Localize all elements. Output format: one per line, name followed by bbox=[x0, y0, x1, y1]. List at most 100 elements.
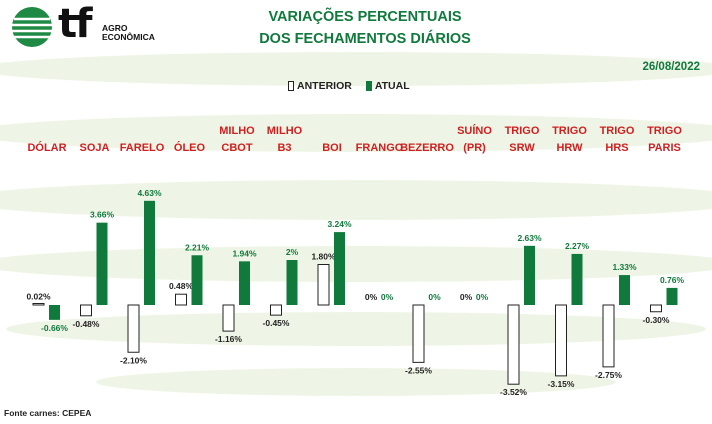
data-label-current: 0% bbox=[381, 292, 394, 302]
category-label-line: B3 bbox=[277, 142, 291, 154]
category-label-line: FARELO bbox=[120, 142, 165, 154]
data-label-previous: 0% bbox=[460, 292, 473, 302]
bar-current bbox=[144, 200, 155, 305]
bar-current bbox=[619, 275, 630, 305]
data-label-previous: -2.55% bbox=[405, 365, 432, 375]
data-label-current: 2% bbox=[286, 247, 299, 257]
data-label-current: -0.66% bbox=[41, 323, 68, 333]
legend: ANTERIOR ATUAL bbox=[288, 80, 410, 92]
logo: tf AGRO ECONÔMICA bbox=[10, 1, 160, 53]
data-label-previous: 0.48% bbox=[169, 281, 194, 291]
bar-current bbox=[191, 255, 203, 305]
bar-previous bbox=[507, 304, 520, 385]
stripe-2 bbox=[0, 180, 712, 220]
data-label-previous: -2.75% bbox=[595, 370, 622, 380]
category-label: DÓLAR bbox=[27, 141, 66, 154]
logo-line2: ECONÔMICA bbox=[102, 32, 155, 42]
category-label-line: FRANGO bbox=[356, 142, 404, 154]
data-label-current: 0% bbox=[428, 292, 441, 302]
category-label-line: TRIGO bbox=[552, 125, 587, 137]
category-label: FARELO bbox=[120, 142, 165, 154]
category-label-line: CBOT bbox=[221, 142, 252, 154]
bar-current bbox=[286, 260, 298, 305]
bar-current bbox=[96, 222, 108, 305]
category-label-line: TRIGO bbox=[505, 125, 540, 137]
chart-title-line1: VARIAÇÕES PERCENTUAIS bbox=[268, 9, 462, 25]
source-note: Fonte carnes: CEPEA bbox=[4, 408, 92, 418]
category-label-line: SUÍNO bbox=[457, 124, 492, 137]
data-label-previous: -3.15% bbox=[548, 379, 575, 389]
category-label-line: ÓLEO bbox=[174, 141, 206, 154]
data-label-current: 3.24% bbox=[327, 219, 352, 229]
data-label-previous: 0% bbox=[365, 292, 378, 302]
data-label-current: 2.63% bbox=[517, 233, 542, 243]
bar-previous bbox=[317, 264, 330, 306]
stripe-4 bbox=[6, 312, 706, 346]
category-label: MILHO CBOT bbox=[219, 125, 255, 154]
data-label-current: 1.33% bbox=[612, 262, 637, 272]
category-label: TRIGO HRW bbox=[552, 125, 587, 154]
data-label-current: 3.66% bbox=[90, 210, 115, 220]
legend-swatch-previous bbox=[288, 81, 294, 91]
data-label-previous: -3.52% bbox=[500, 387, 527, 397]
bar-current bbox=[239, 261, 250, 305]
bar-previous bbox=[270, 304, 282, 316]
category-label: BEZERRO bbox=[400, 142, 454, 154]
bar-previous bbox=[127, 304, 140, 353]
category-label-line: BOI bbox=[322, 142, 342, 154]
bar-current bbox=[334, 232, 345, 305]
category-label: TRIGO PARIS bbox=[647, 125, 682, 154]
data-label-current: 0.76% bbox=[660, 275, 685, 285]
logo-mark: tf bbox=[58, 1, 93, 47]
data-label-previous: -1.16% bbox=[215, 334, 242, 344]
bar-current bbox=[49, 305, 60, 320]
category-label: TRIGO HRS bbox=[600, 125, 635, 154]
stripe-5 bbox=[96, 368, 616, 396]
data-label-current: 0% bbox=[476, 292, 489, 302]
category-label-line: DÓLAR bbox=[27, 141, 66, 154]
data-label-current: 2.27% bbox=[565, 241, 590, 251]
bar-previous bbox=[175, 293, 187, 306]
data-label-previous: -0.48% bbox=[73, 319, 100, 329]
data-label-previous: 0.02% bbox=[26, 292, 51, 302]
data-label-previous: -2.10% bbox=[120, 355, 147, 365]
data-label-current: 1.94% bbox=[232, 248, 257, 258]
date-label: 26/08/2022 bbox=[642, 61, 700, 73]
stripe-1 bbox=[0, 114, 712, 152]
chart-title-line2: DOS FECHAMENTOS DIÁRIOS bbox=[259, 31, 471, 47]
legend-swatch-current bbox=[365, 81, 372, 91]
bar-previous bbox=[555, 304, 567, 377]
category-label-line: BEZERRO bbox=[400, 142, 454, 154]
category-label-line: SOJA bbox=[80, 142, 110, 154]
bar-previous bbox=[412, 304, 425, 363]
category-label: SOJA bbox=[80, 142, 110, 154]
data-label-current: 4.63% bbox=[137, 188, 162, 198]
category-label: TRIGO SRW bbox=[505, 125, 540, 154]
bar-current bbox=[666, 287, 678, 305]
data-label-previous: -0.30% bbox=[643, 315, 670, 325]
bar-previous bbox=[650, 304, 662, 313]
category-label: MILHO B3 bbox=[267, 125, 303, 154]
bar-previous bbox=[80, 304, 92, 317]
data-label-current: 2.21% bbox=[185, 242, 210, 252]
category-label-line: HRS bbox=[605, 142, 628, 154]
category-label: FRANGO bbox=[356, 142, 404, 154]
category-label: BOI bbox=[322, 142, 342, 154]
category-label: SUÍNO (PR) bbox=[457, 124, 492, 154]
category-label-line: HRW bbox=[556, 142, 583, 154]
bar-previous bbox=[222, 304, 235, 332]
category-label: ÓLEO bbox=[174, 141, 206, 154]
category-label-line: MILHO bbox=[219, 125, 255, 137]
category-label-line: MILHO bbox=[267, 125, 303, 137]
globe-icon bbox=[12, 7, 52, 47]
stripe-0 bbox=[0, 52, 712, 86]
logo-text: AGRO ECONÔMICA bbox=[102, 24, 155, 42]
legend-label-current: ATUAL bbox=[374, 80, 410, 92]
data-label-previous: 1.80% bbox=[311, 252, 336, 262]
category-label-line: PARIS bbox=[648, 142, 681, 154]
category-label-line: TRIGO bbox=[600, 125, 635, 137]
category-label-line: TRIGO bbox=[647, 125, 682, 137]
bar-previous bbox=[602, 304, 615, 368]
